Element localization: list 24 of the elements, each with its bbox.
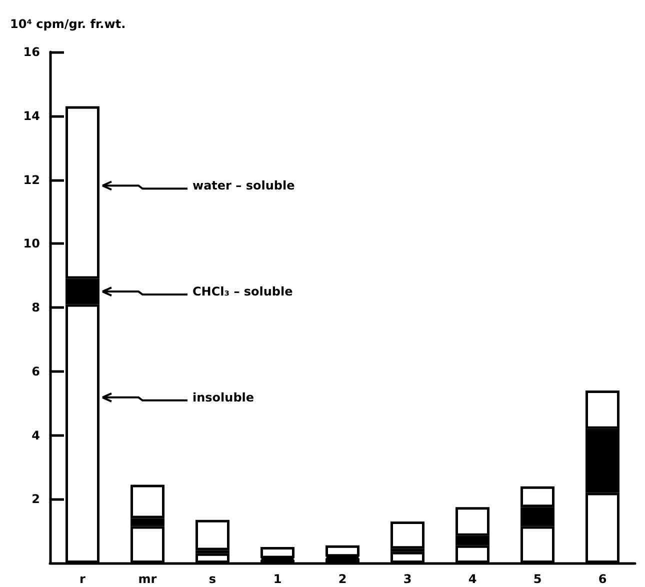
bar	[260, 547, 294, 558]
x-tick-label: 1	[273, 572, 282, 586]
annotation: CHCl₃ – soluble	[192, 284, 293, 299]
y-tick-label: 16	[23, 45, 40, 59]
y-axis-title: 10⁴ cpm/gr. fr.wt.	[10, 17, 126, 31]
y-tick-label: 4	[32, 428, 40, 442]
x-tick-label: 6	[598, 572, 607, 586]
bar	[390, 521, 424, 549]
annotation: insoluble	[192, 390, 254, 404]
x-tick-label: 3	[403, 572, 412, 586]
x-tick-label: mr	[138, 572, 157, 586]
x-tick-label: 4	[468, 572, 477, 586]
y-tick-label: 12	[23, 172, 40, 187]
y-tick-label: 2	[32, 492, 40, 506]
y-tick-label: 14	[23, 108, 40, 123]
x-tick-label: 5	[533, 572, 542, 586]
y-tick-label: 6	[32, 364, 40, 378]
x-tick-label: r	[80, 572, 86, 586]
x-tick-label: s	[208, 572, 216, 586]
bar	[196, 520, 230, 550]
y-tick-label: 10	[23, 236, 40, 251]
annotation: water – soluble	[192, 178, 295, 193]
x-tick-label: 2	[338, 572, 347, 586]
y-tick-label: 8	[32, 300, 40, 314]
